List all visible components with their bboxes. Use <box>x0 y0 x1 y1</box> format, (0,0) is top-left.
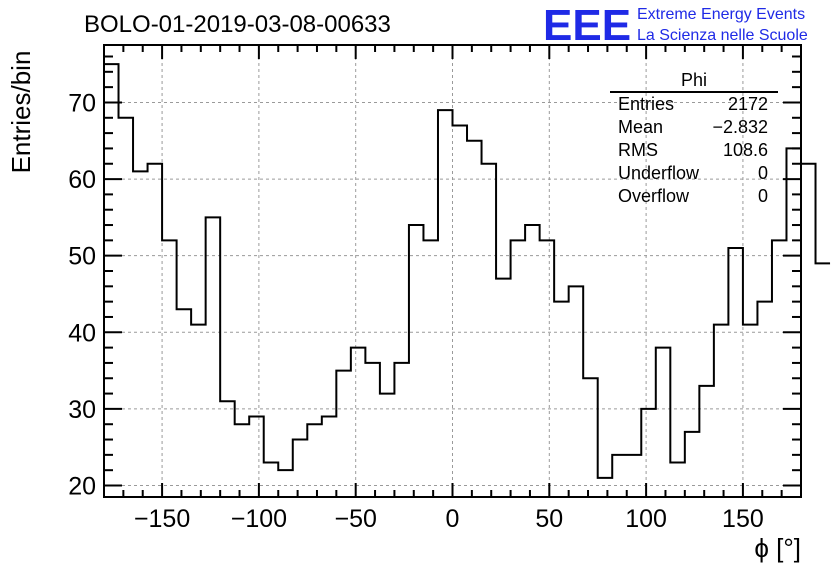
stats-label-overflow: Overflow <box>618 186 690 206</box>
chart-title: BOLO-01-2019-03-08-00633 <box>84 11 391 38</box>
histogram-line <box>104 63 831 479</box>
stats-label-underflow: Underflow <box>618 163 700 183</box>
y-tick-label: 30 <box>68 396 96 424</box>
x-tick-label: −100 <box>231 505 287 533</box>
stats-title: Phi <box>681 70 707 90</box>
stats-value-rms: 108.6 <box>723 140 768 160</box>
stats-label-rms: RMS <box>618 140 658 160</box>
plot-frame <box>103 44 802 498</box>
x-tick-label: −150 <box>134 505 190 533</box>
y-tick-label: 60 <box>68 166 96 194</box>
stats-value-mean: −2.832 <box>712 117 768 137</box>
y-tick-label: 70 <box>68 89 96 117</box>
stats-value-underflow: 0 <box>758 163 768 183</box>
stats-value-entries: 2172 <box>728 94 768 114</box>
stats-label-mean: Mean <box>618 117 663 137</box>
x-tick-label: 150 <box>722 505 764 533</box>
y-axis-title: Entries/bin <box>6 51 36 174</box>
y-tick-label: 20 <box>68 473 96 501</box>
y-tick-label: 50 <box>68 243 96 271</box>
logo-line-2: La Scienza nelle Scuole <box>637 27 808 44</box>
tick-labels-layer: −150 −100 −50 0 50 100 150 20 30 40 50 60 70 <box>68 89 764 533</box>
x-axis-title: ϕ [°] <box>754 533 801 563</box>
stats-value-overflow: 0 <box>758 186 768 206</box>
y-tick-label: 40 <box>68 319 96 347</box>
x-tick-label: −50 <box>334 505 376 533</box>
x-tick-label: 100 <box>625 505 667 533</box>
x-tick-label: 0 <box>446 505 460 533</box>
logo-line-1: Extreme Energy Events <box>637 6 805 23</box>
stats-label-entries: Entries <box>618 94 674 114</box>
ticks-layer <box>104 45 801 497</box>
stats-box: Phi Entries 2172 Mean −2.832 RMS 108.6 U… <box>610 70 778 206</box>
eee-logo-mark: EEE <box>543 1 631 50</box>
x-tick-label: 50 <box>535 505 563 533</box>
